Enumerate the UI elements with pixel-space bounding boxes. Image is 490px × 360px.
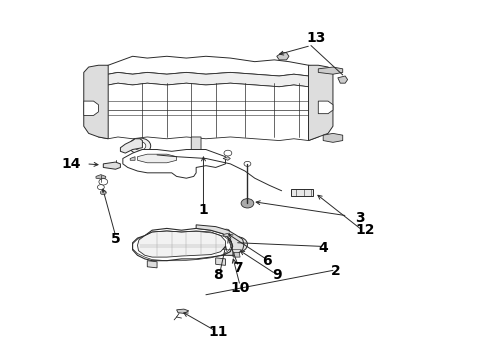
Ellipse shape bbox=[129, 138, 151, 154]
Text: 12: 12 bbox=[355, 223, 374, 237]
Ellipse shape bbox=[100, 190, 106, 195]
Text: 7: 7 bbox=[233, 261, 243, 275]
Text: 8: 8 bbox=[213, 268, 223, 282]
Text: 11: 11 bbox=[208, 325, 228, 339]
Ellipse shape bbox=[241, 199, 254, 208]
Polygon shape bbox=[318, 101, 333, 114]
Polygon shape bbox=[123, 149, 225, 178]
Text: 9: 9 bbox=[272, 268, 282, 282]
Polygon shape bbox=[133, 228, 233, 261]
Text: 13: 13 bbox=[306, 31, 325, 45]
Ellipse shape bbox=[244, 161, 251, 166]
Polygon shape bbox=[292, 189, 314, 196]
Polygon shape bbox=[84, 101, 98, 116]
Polygon shape bbox=[223, 233, 230, 237]
Ellipse shape bbox=[225, 237, 234, 243]
Polygon shape bbox=[84, 65, 108, 139]
Text: 4: 4 bbox=[318, 241, 328, 255]
Text: 5: 5 bbox=[111, 232, 121, 246]
Text: 2: 2 bbox=[331, 265, 340, 278]
Polygon shape bbox=[98, 56, 318, 76]
Polygon shape bbox=[338, 76, 347, 83]
Polygon shape bbox=[309, 65, 333, 140]
Polygon shape bbox=[176, 309, 189, 314]
Ellipse shape bbox=[224, 150, 232, 156]
Polygon shape bbox=[196, 225, 244, 255]
Polygon shape bbox=[98, 72, 318, 87]
Polygon shape bbox=[323, 134, 343, 142]
Text: 3: 3 bbox=[355, 211, 365, 225]
Ellipse shape bbox=[99, 179, 108, 185]
Polygon shape bbox=[233, 252, 240, 257]
Text: 10: 10 bbox=[230, 280, 250, 294]
Polygon shape bbox=[121, 139, 143, 153]
Polygon shape bbox=[96, 175, 106, 179]
Polygon shape bbox=[277, 53, 289, 60]
Ellipse shape bbox=[134, 141, 146, 150]
Text: 1: 1 bbox=[198, 203, 208, 217]
Text: 14: 14 bbox=[62, 157, 81, 171]
Ellipse shape bbox=[223, 229, 230, 234]
Polygon shape bbox=[130, 157, 135, 160]
Text: 6: 6 bbox=[262, 254, 272, 268]
Ellipse shape bbox=[98, 185, 104, 190]
Polygon shape bbox=[216, 258, 225, 265]
Polygon shape bbox=[103, 162, 121, 169]
Polygon shape bbox=[147, 261, 157, 268]
Polygon shape bbox=[191, 137, 201, 155]
Ellipse shape bbox=[230, 240, 243, 249]
Ellipse shape bbox=[223, 243, 241, 256]
Polygon shape bbox=[318, 67, 343, 74]
Polygon shape bbox=[223, 157, 230, 160]
Polygon shape bbox=[138, 231, 225, 257]
Ellipse shape bbox=[226, 237, 247, 252]
Polygon shape bbox=[98, 83, 318, 140]
Polygon shape bbox=[138, 154, 176, 163]
